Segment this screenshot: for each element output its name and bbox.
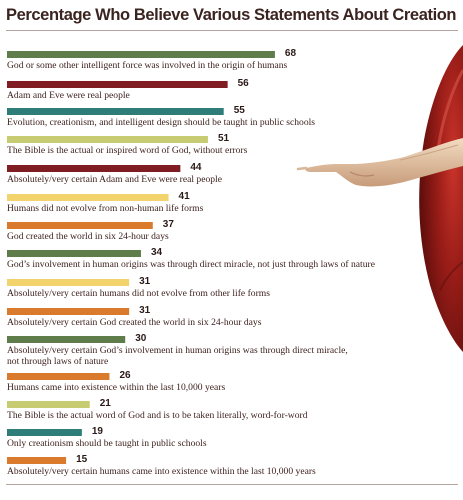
- bar: [7, 308, 130, 315]
- category-label: Absolutely/very certain God’s involvemen…: [7, 345, 348, 356]
- category-label: God’s involvement in human origins was t…: [7, 259, 375, 270]
- bar-value-label: 55: [233, 105, 245, 116]
- category-label: Humans came into existence within the la…: [7, 382, 226, 393]
- category-label: God or some other intelligent force was …: [7, 60, 288, 71]
- bar: [7, 51, 275, 58]
- bar-value-label: 37: [162, 219, 174, 230]
- category-label: God created the world in six 24-hour day…: [7, 231, 169, 242]
- bar: [7, 165, 181, 172]
- bar-value-label: 31: [139, 305, 151, 316]
- category-label: Absolutely/very certain God created the …: [7, 317, 262, 328]
- category-label: Only creationism should be taught in pub…: [7, 438, 207, 449]
- category-label: not through laws of nature: [7, 356, 109, 367]
- bar: [7, 108, 224, 115]
- category-label: Evolution, creationism, and intelligent …: [7, 117, 316, 128]
- bar: [7, 136, 208, 143]
- bar: [7, 373, 110, 380]
- title-divider: [6, 30, 458, 31]
- bar: [7, 250, 141, 257]
- bar: [7, 279, 130, 286]
- bar-value-label: 15: [76, 454, 88, 465]
- bar: [7, 81, 228, 88]
- bar-value-label: 31: [139, 276, 151, 287]
- category-label: The Bible is the actual or inspired word…: [7, 145, 248, 156]
- bar-value-label: 44: [190, 162, 202, 173]
- bar-value-label: 26: [119, 370, 131, 381]
- chart-title: Percentage Who Believe Various Statement…: [6, 6, 457, 24]
- bar-value-label: 51: [217, 133, 230, 144]
- category-label: The Bible is the actual word of God and …: [7, 410, 308, 421]
- bar-value-label: 56: [237, 78, 249, 89]
- bar: [7, 401, 90, 408]
- category-label: Absolutely/very certain humans did not e…: [7, 288, 270, 299]
- bar: [7, 429, 82, 436]
- bar-value-label: 68: [284, 48, 297, 59]
- category-label: Humans did not evolve from non-human lif…: [7, 203, 204, 214]
- bottom-divider: [6, 484, 458, 485]
- category-label: Absolutely/very certain humans came into…: [7, 466, 316, 477]
- category-label: Adam and Eve were real people: [7, 90, 130, 101]
- bar: [7, 194, 169, 201]
- bar: [7, 336, 126, 343]
- bar: [7, 457, 67, 464]
- category-label: Absolutely/very certain Adam and Eve wer…: [7, 174, 222, 185]
- bar-value-label: 21: [99, 398, 111, 409]
- bar-value-label: 34: [150, 247, 163, 258]
- bar-value-label: 30: [135, 333, 147, 344]
- bar: [7, 222, 153, 229]
- bar-value-label: 41: [178, 191, 190, 202]
- fresco-hand-illustration: [296, 45, 463, 352]
- bar-value-label: 19: [91, 426, 103, 437]
